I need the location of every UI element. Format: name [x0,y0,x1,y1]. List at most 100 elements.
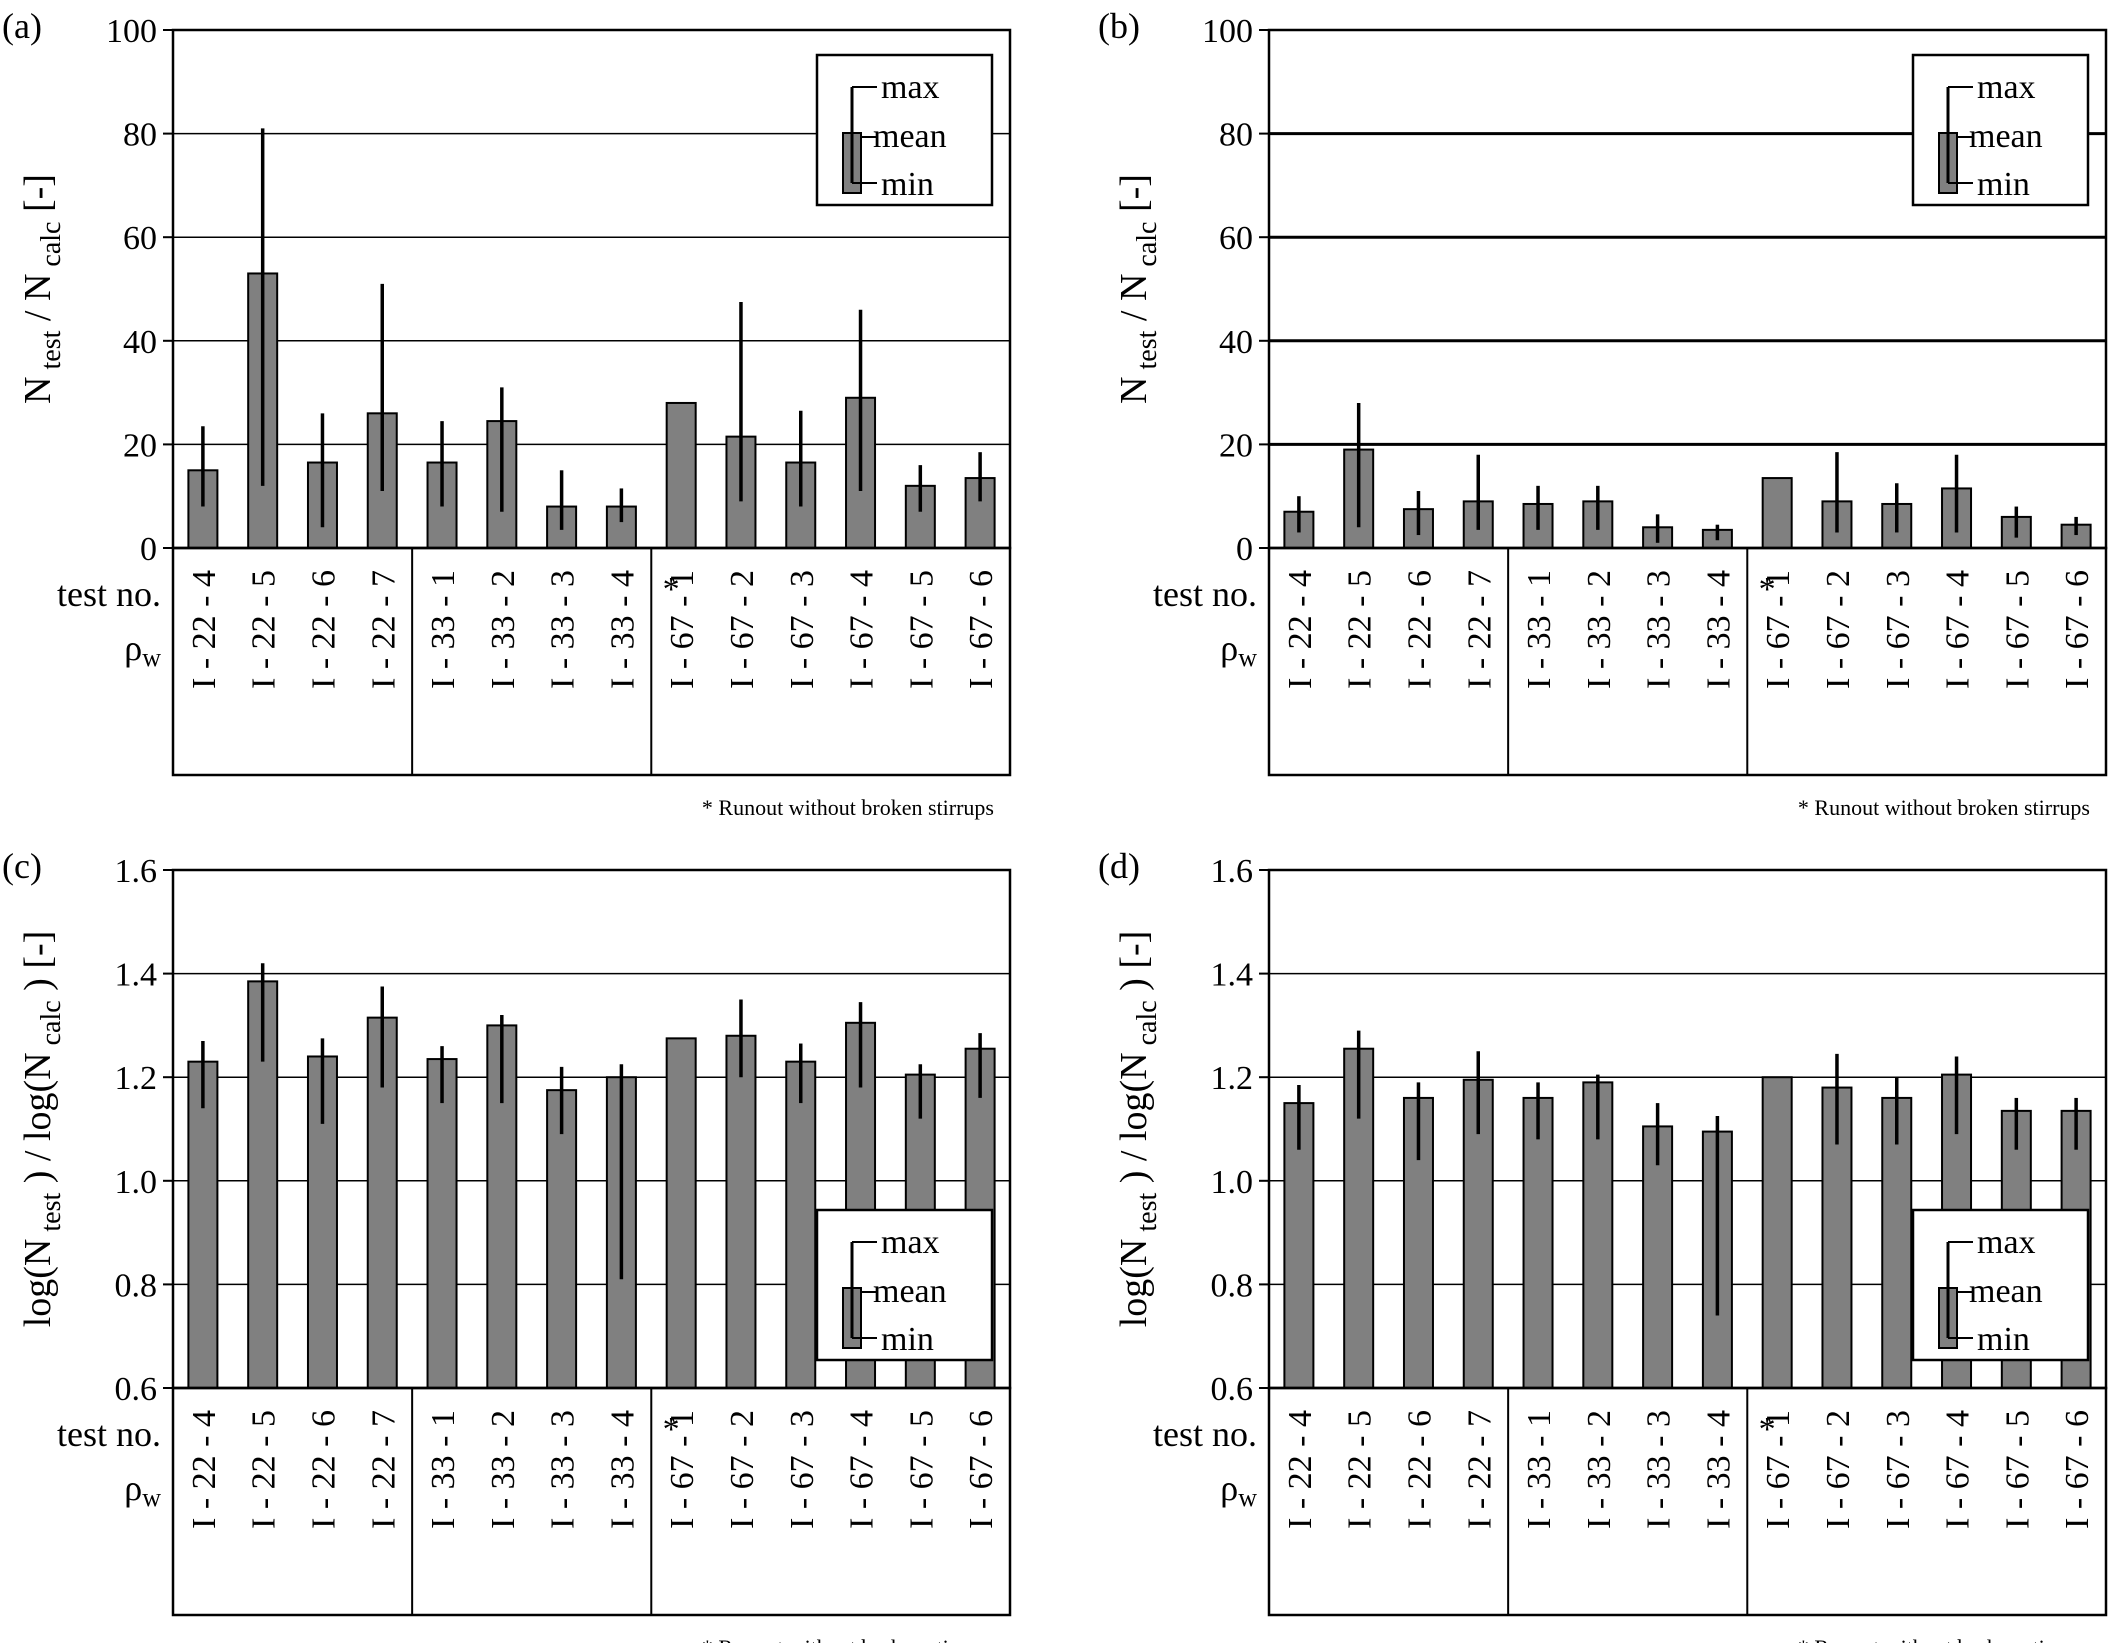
footnote: * Runout without broken stirrups [702,795,994,820]
category-table [1267,546,2108,777]
category-label: I - 67 - 4 [1940,1410,1977,1529]
category-label: I - 33 - 3 [545,570,582,689]
chart-panel-4: (d) 0.6 0.8 1.0 1.2 1.4 1.6 I - 22 - 4 I - 22 - … [1098,846,2108,1643]
legend-label-max: max [1977,1224,2036,1261]
row-label-rho-sub: w [1238,643,1257,672]
chart-panel-3: (c) 0.6 0.8 1.0 1.2 1.4 1.6 I - 22 - 4 I - 22 - … [2,846,1012,1643]
y-tick-label: 60 [123,220,157,257]
category-table [171,546,1012,777]
row-label-rho-sub: w [142,643,161,672]
y-axis-label: N test / N calc [-] [17,174,67,404]
category-table [1267,1386,2108,1617]
panel-label: (c) [2,846,42,886]
bar [546,1089,578,1390]
category-label: I - 33 - 4 [604,1410,641,1529]
legend: max mean min [1911,1208,2090,1362]
y-tick-label: 0.6 [115,1371,158,1408]
category-label: I - 67 - 5 [903,1410,940,1529]
category-label: I - 22 - 6 [305,570,342,689]
y-axis-label-part: / N [1113,274,1155,331]
row-label-test-no: test no. [1153,574,1257,614]
y-axis-label-part: calc [1132,1000,1163,1052]
row-label-rho: ρw [1220,1468,1257,1512]
legend: max mean min [815,53,994,207]
category-label: I - 22 - 6 [1401,570,1438,689]
category-label: I - 67 - 3 [784,1410,821,1529]
row-label-rho-symbol: ρ [1220,628,1238,668]
category-label: I - 67 - 6 [2059,1410,2096,1529]
legend-label-min: min [881,1321,934,1358]
category-label: I - 22 - 7 [1461,1410,1498,1529]
category-label: I - 67 - 3 [1880,1410,1917,1529]
footnote: * Runout without broken stirrups [702,1635,994,1643]
footnote: * Runout without broken stirrups [1798,1635,2090,1643]
y-axis-label: N test / N calc [-] [1113,174,1163,404]
row-label-test-no: test no. [57,1414,161,1454]
category-label: I - 33 - 2 [1581,1410,1618,1529]
y-axis-label: log(N test ) / log(N calc ) [-] [1113,931,1163,1328]
y-tick-label: 1.6 [115,853,158,890]
y-tick-label: 0 [140,531,157,568]
y-tick-label: 1.4 [1211,957,1254,994]
y-axis-label-part: log(N [17,1239,59,1328]
row-label-rho-sub: w [142,1483,161,1512]
chart-panel-1: (a) 0 20 40 60 80 100 I - 22 - 4 I - 22 - 5 I - 2… [2,6,1012,820]
category-label: I - 67 - 4 [1940,570,1977,689]
category-label: I - 67 - 5 [1999,570,2036,689]
category-label: I - 67 - 5 [1999,1410,2036,1529]
legend-label-mean: mean [873,118,947,155]
y-axis-label-part: / N [17,274,59,331]
category-label: I - 33 - 1 [425,570,462,689]
category-label: I - 33 - 4 [1700,570,1737,689]
y-tick-label: 100 [106,13,157,50]
y-axis-label-part: calc [36,1000,67,1052]
category-label: I - 22 - 7 [365,1410,402,1529]
category-label: I - 22 - 5 [1342,1410,1379,1529]
y-axis-label-part: N [17,376,59,403]
category-label: I - 33 - 4 [1700,1410,1737,1529]
category-label: I - 67 - 1 [1760,570,1797,689]
bar [665,1037,697,1389]
category-label: I - 67 - 6 [2059,570,2096,689]
y-tick-label: 20 [123,427,157,464]
category-label: I - 33 - 2 [485,570,522,689]
category-table [171,1386,1012,1617]
category-label: I - 22 - 5 [1342,570,1379,689]
category-label: I - 22 - 6 [305,1410,342,1529]
y-axis-label-part: calc [36,222,67,274]
y-axis-label-part: [-] [1113,174,1155,221]
category-label: I - 22 - 4 [186,1410,223,1529]
row-label-rho-symbol: ρ [124,1468,142,1508]
y-axis-label-part: ) / log(N [17,1052,59,1192]
row-label-rho: ρw [124,628,161,672]
y-axis-label-part: test [1132,1193,1163,1239]
bar [785,1060,817,1390]
y-axis-label-part: [-] [17,174,59,221]
row-label-test-no: test no. [57,574,161,614]
y-tick-label: 60 [1219,220,1253,257]
y-axis-label-part: ) [-] [17,931,59,1001]
y-axis-label-part: log(N [1113,1239,1155,1328]
row-label-test-no: test no. [1153,1414,1257,1454]
y-tick-label: 20 [1219,427,1253,464]
y-tick-label: 0.6 [1211,1371,1254,1408]
y-axis-label-part: test [36,330,67,376]
y-tick-label: 80 [1219,117,1253,154]
category-label: I - 33 - 4 [604,570,641,689]
category-label: I - 67 - 2 [724,570,761,689]
runout-marker: * [1759,571,1776,608]
panel-label: (b) [1098,6,1140,46]
y-axis-label: log(N test ) / log(N calc ) [-] [17,931,67,1328]
category-label: I - 22 - 6 [1401,1410,1438,1529]
legend-label-max: max [881,1224,940,1261]
category-label: I - 22 - 7 [1461,570,1498,689]
row-label-rho-symbol: ρ [1220,1468,1238,1508]
legend-label-min: min [881,166,934,203]
bar [1522,1096,1554,1390]
legend: max mean min [1911,53,2090,207]
category-label: I - 33 - 3 [1641,1410,1678,1529]
category-label: I - 67 - 6 [963,1410,1000,1529]
category-label: I - 33 - 1 [1521,1410,1558,1529]
y-tick-label: 0.8 [115,1267,158,1304]
